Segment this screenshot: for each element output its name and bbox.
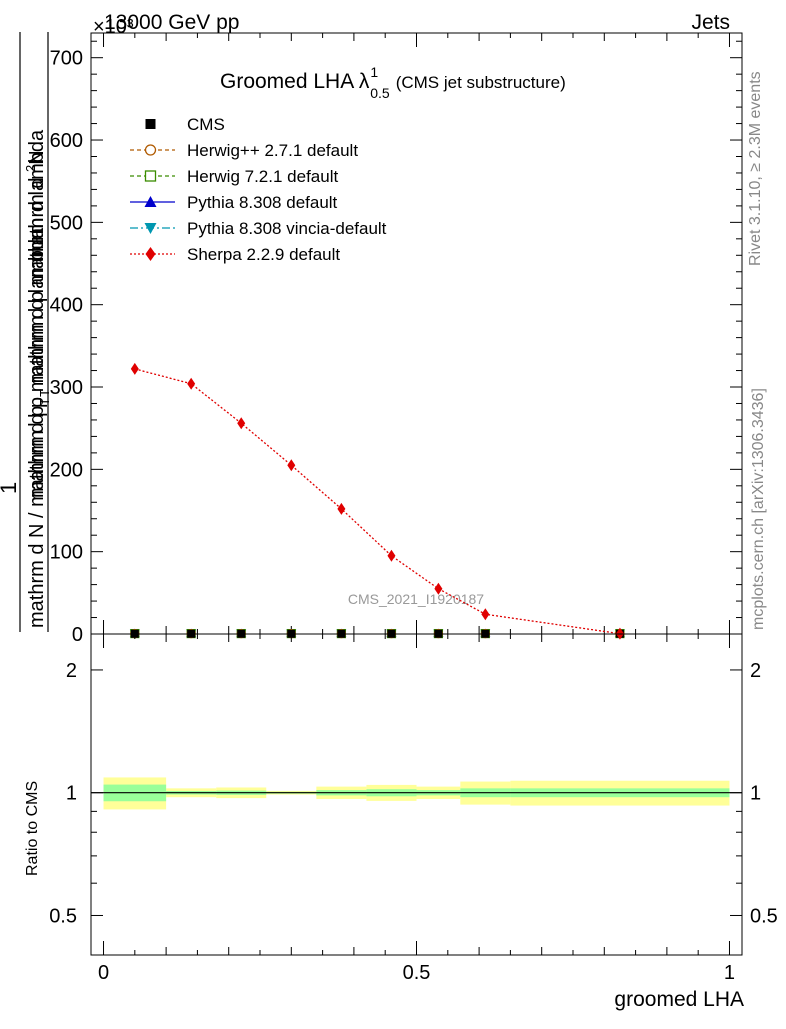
sherpa-point bbox=[481, 608, 490, 621]
legend-label: Herwig++ 2.7.1 default bbox=[187, 141, 358, 160]
y-tick-label: 200 bbox=[50, 459, 83, 481]
legend-entry: Pythia 8.308 default bbox=[130, 193, 338, 212]
y-tick-label: 400 bbox=[50, 295, 83, 317]
ratio-y-tick-label-right: 0.5 bbox=[750, 905, 778, 927]
legend-marker bbox=[144, 196, 157, 207]
sherpa-point bbox=[130, 362, 139, 375]
main-ylabel: mathrm d 2N mathrm d pT mathrm d lambda … bbox=[0, 32, 52, 632]
ratio-y-tick-label-right: 2 bbox=[750, 660, 761, 682]
legend-entry: Herwig++ 2.7.1 default bbox=[130, 141, 358, 160]
legend-marker bbox=[144, 170, 157, 182]
y-tick-label: 0 bbox=[72, 624, 83, 646]
analysis-watermark: CMS_2021_I1920187 bbox=[348, 591, 484, 607]
legend-entry: Pythia 8.308 vincia-default bbox=[130, 219, 387, 238]
legend-entry: Herwig 7.2.1 default bbox=[130, 167, 338, 186]
legend: CMS Herwig++ 2.7.1 default Herwig 7.2.1 de… bbox=[130, 115, 387, 264]
legend-label: CMS bbox=[187, 115, 225, 134]
mcplots-label: mcplots.cern.ch [arXiv:1306.3436] bbox=[750, 388, 767, 630]
ratio-ylabel: Ratio to CMS bbox=[24, 781, 41, 876]
y-tick-label: 600 bbox=[50, 130, 83, 152]
ylabel-denominator: mathrm d N / mathrm d pT mathrm d p math… bbox=[26, 129, 52, 628]
legend-label: Sherpa 2.2.9 default bbox=[187, 245, 340, 264]
rivet-label: Rivet 3.1.10, ≥ 2.3M events bbox=[747, 71, 764, 266]
legend-marker bbox=[144, 144, 157, 156]
ratio-y-tick-label: 0.5 bbox=[49, 905, 77, 927]
ratio-y-tick-label: 2 bbox=[66, 660, 77, 682]
legend-marker bbox=[145, 119, 156, 129]
legend-label: Pythia 8.308 vincia-default bbox=[187, 219, 387, 238]
sherpa-point bbox=[237, 417, 246, 430]
header-right: Jets bbox=[691, 11, 730, 34]
header-left: 13000 GeV pp bbox=[104, 11, 239, 34]
sherpa-point bbox=[387, 549, 396, 562]
y-tick-label: 100 bbox=[50, 542, 83, 564]
ratio-panel: 0 0.5 1 0.5 0.5 1 1 2 2 bbox=[49, 633, 778, 984]
sherpa-point bbox=[337, 502, 346, 515]
ratio-y-tick-label-right: 1 bbox=[750, 783, 761, 805]
ylabel-top: mathrm d 2N bbox=[23, 150, 48, 262]
sherpa-point bbox=[287, 459, 296, 472]
ylabel-top-2: mathrm d pT mathrm d lambda bbox=[26, 227, 52, 498]
sherpa-point bbox=[434, 582, 443, 595]
legend-marker bbox=[145, 247, 156, 261]
legend-label: Herwig 7.2.1 default bbox=[187, 167, 338, 186]
y-tick-label: 500 bbox=[50, 212, 83, 234]
y-tick-label: 300 bbox=[50, 377, 83, 399]
x-tick-label: 0.5 bbox=[403, 962, 431, 984]
x-tick-label: 1 bbox=[724, 962, 735, 984]
legend-entry: Sherpa 2.2.9 default bbox=[130, 245, 340, 264]
x-tick-label: 0 bbox=[98, 962, 109, 984]
chart-title: Groomed LHA λ1 0.5(CMS jet substructure) bbox=[220, 64, 566, 101]
ylabel-numerator: 1 bbox=[0, 482, 21, 494]
legend-marker bbox=[144, 223, 157, 234]
legend-entry: CMS bbox=[145, 115, 225, 134]
ratio-y-tick-label: 1 bbox=[66, 783, 77, 805]
sherpa-point bbox=[187, 377, 196, 390]
legend-label: Pythia 8.308 default bbox=[187, 193, 338, 212]
x-axis-label: groomed LHA bbox=[614, 988, 744, 1011]
y-tick-label: 700 bbox=[50, 48, 83, 70]
